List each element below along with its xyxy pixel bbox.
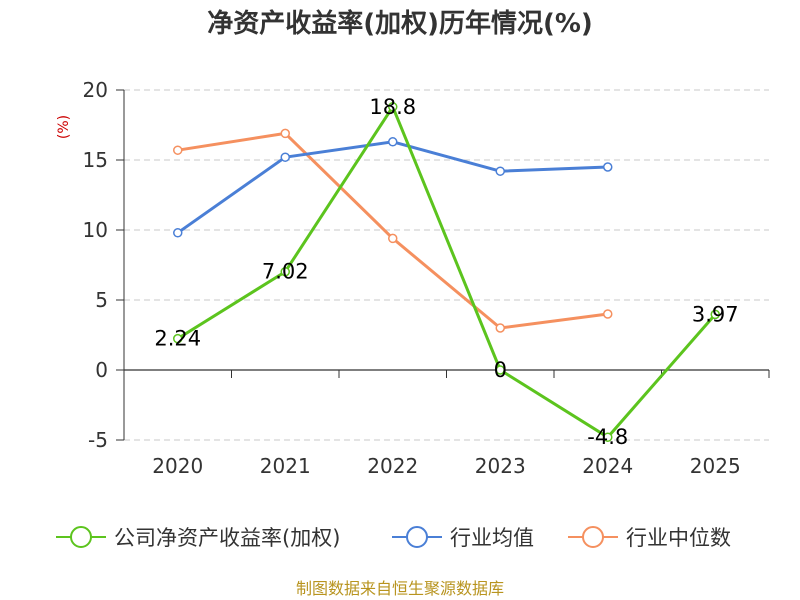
legend-swatch-marker — [582, 526, 604, 548]
data-point — [495, 365, 505, 375]
data-point — [280, 266, 290, 277]
y-tick-label: 5 — [95, 288, 108, 312]
legend-item-0[interactable]: 公司净资产收益率(加权) — [56, 526, 340, 550]
y-tick-label: 15 — [83, 148, 108, 172]
y-tick-label: -5 — [88, 428, 108, 452]
series-0 — [173, 102, 720, 442]
grid-lines — [124, 89, 769, 441]
data-point — [603, 162, 613, 172]
x-tick-label: 2024 — [582, 454, 633, 478]
data-label: 18.8 — [369, 95, 416, 119]
data-point — [710, 309, 720, 320]
data-point — [388, 102, 398, 112]
data-point — [280, 128, 290, 139]
chart-title: 净资产收益率(加权)历年情况(%) — [207, 8, 593, 39]
y-axis-unit-label: (%) — [56, 115, 72, 139]
x-tick-labels: 2020 2021 2022 2023 2024 2025 — [152, 454, 740, 478]
series-1 — [173, 137, 613, 238]
y-tick-label: 20 — [83, 78, 108, 102]
data-label: 3.97 — [692, 302, 739, 326]
data-label: 7.02 — [262, 260, 309, 284]
data-point — [173, 333, 183, 344]
x-tick-label: 2021 — [260, 454, 311, 478]
legend-item-2[interactable]: 行业中位数 — [568, 526, 731, 550]
legend-label: 公司净资产收益率(加权) — [114, 526, 340, 550]
data-point — [495, 323, 505, 333]
series-line — [176, 105, 717, 439]
series-line — [176, 140, 608, 235]
legend[interactable]: 公司净资产收益率(加权) 行业均值 行业中位数 — [56, 526, 731, 550]
legend-label: 行业均值 — [450, 526, 534, 550]
data-point — [603, 432, 613, 442]
data-label: -4.8 — [587, 425, 628, 449]
series-2 — [173, 128, 613, 333]
legend-swatch-marker — [70, 526, 92, 548]
legend-label: 行业中位数 — [626, 526, 731, 550]
data-point — [495, 166, 505, 176]
data-point — [388, 137, 398, 147]
legend-item-1[interactable]: 行业均值 — [392, 526, 534, 550]
x-tick-label: 2025 — [690, 454, 741, 478]
series-lines — [173, 102, 720, 442]
data-label: 2.24 — [154, 327, 201, 351]
y-tick-labels: -5 0 5 10 15 20 — [83, 78, 108, 452]
y-tick-label: 10 — [83, 218, 108, 242]
source-footnote: 制图数据来自恒生聚源数据库 — [296, 579, 504, 598]
axes — [116, 89, 770, 441]
x-tick-label: 2020 — [152, 454, 203, 478]
data-labels: 2.24 7.02 18.8 0 -4.8 3.97 — [154, 95, 738, 449]
data-label: 0 — [494, 358, 507, 382]
data-point — [173, 145, 183, 155]
x-tick-label: 2023 — [475, 454, 526, 478]
data-point — [388, 233, 398, 244]
y-tick-label: 0 — [95, 358, 108, 382]
legend-swatch-marker — [406, 526, 428, 548]
data-point — [173, 228, 183, 238]
x-tick-label: 2022 — [367, 454, 418, 478]
data-point — [603, 309, 613, 319]
data-point — [280, 152, 290, 162]
